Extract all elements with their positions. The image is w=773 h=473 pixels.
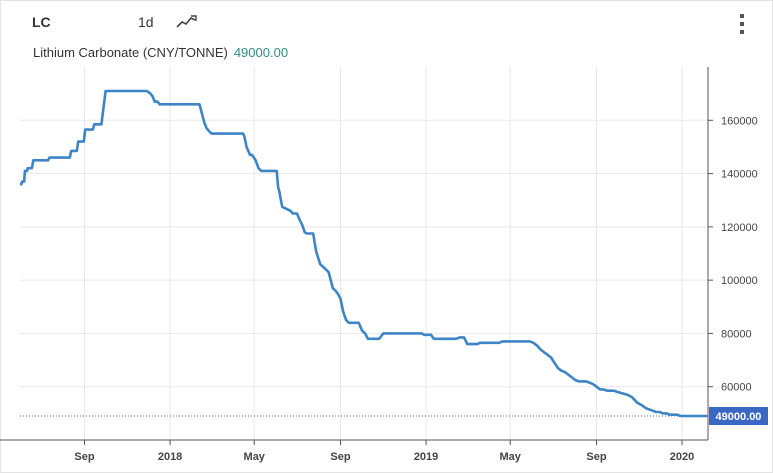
kebab-menu-icon[interactable] (734, 14, 750, 38)
x-tick-label: 2018 (158, 451, 182, 463)
x-tick-label: May (244, 451, 266, 463)
y-tick-label: 160000 (721, 115, 758, 127)
menu-dot (740, 22, 744, 26)
series-layer (20, 89, 708, 418)
x-tick-label: Sep (330, 451, 350, 463)
menu-dot (740, 14, 744, 18)
y-tick-label: 140000 (721, 169, 758, 181)
x-tick-label: May (500, 451, 522, 463)
axis-layer (0, 67, 713, 445)
menu-dot (740, 30, 744, 34)
last-value-label: 49000.00 (716, 411, 762, 423)
interval-selector[interactable]: 1d (138, 14, 154, 30)
y-tick-label: 120000 (721, 222, 758, 234)
price-series-line (20, 89, 708, 418)
last-value-label-box (709, 407, 768, 426)
header-last-value: 49000.00 (233, 45, 289, 60)
instrument-name: Lithium Carbonate (CNY/TONNE) (33, 45, 228, 60)
x-tick-label: 2019 (414, 451, 438, 463)
grid-layer (20, 67, 708, 440)
x-tick-label: Sep (586, 451, 606, 463)
y-tick-label: 100000 (721, 275, 758, 287)
x-tick-label: Sep (74, 451, 94, 463)
y-tick-label: 60000 (721, 382, 752, 394)
y-tick-label: 80000 (721, 328, 752, 340)
label-layer: 60000 80000 100000 120000 140000 160000 Sep 201… (74, 115, 768, 463)
line-chart-icon[interactable] (176, 13, 198, 29)
x-tick-label: 2020 (670, 451, 694, 463)
chart-toolbar: LC 1d (0, 0, 771, 40)
symbol-label: LC (32, 14, 51, 30)
instrument-description: Lithium Carbonate (CNY/TONNE) 49000.00 (33, 45, 288, 60)
